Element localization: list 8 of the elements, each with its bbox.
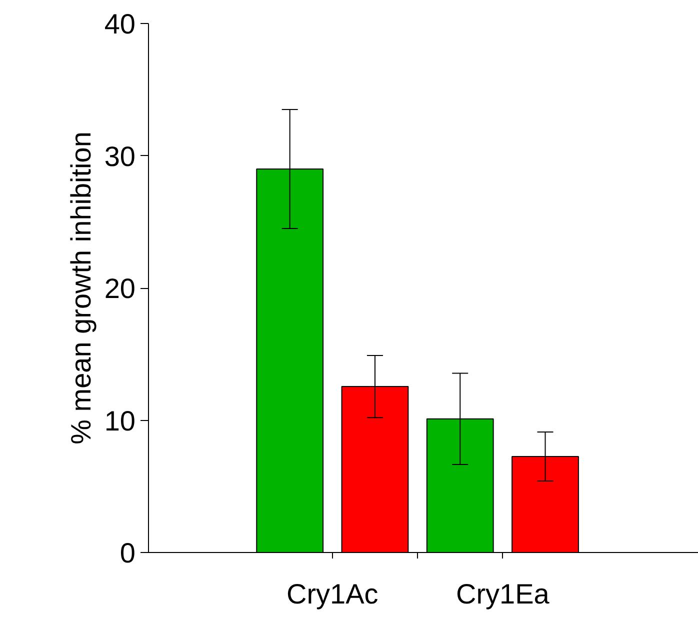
x-tick-label: Cry1Ac (286, 578, 378, 610)
y-tick-label: 30 (104, 140, 136, 172)
y-axis-title: % mean growth inhibition (65, 132, 96, 444)
y-tick-label: 20 (104, 273, 136, 304)
x-tick-label: Cry1Ea (456, 578, 550, 610)
y-tick-label: 0 (120, 538, 136, 568)
y-tick-label: 10 (104, 405, 136, 436)
y-tick-label: 40 (104, 8, 136, 40)
